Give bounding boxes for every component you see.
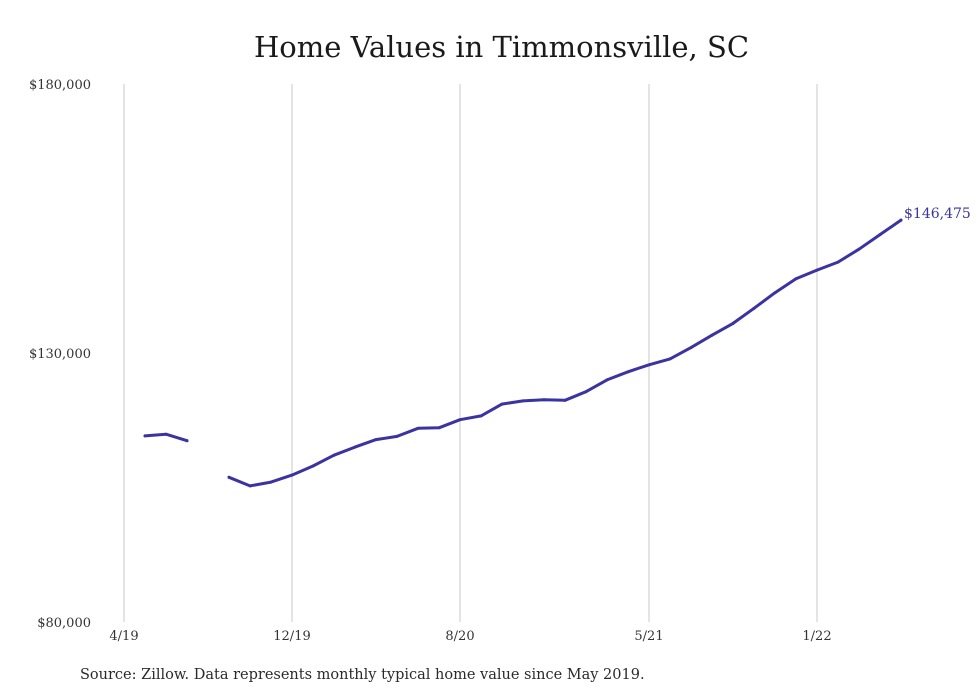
data-point — [752, 306, 756, 310]
data-point — [773, 291, 777, 295]
data-point — [542, 398, 546, 402]
data-point — [731, 321, 735, 325]
data-point — [563, 398, 567, 402]
data-point — [395, 434, 399, 438]
data-point — [164, 432, 168, 436]
series-points — [143, 218, 903, 488]
source-note: Source: Zillow. Data represents monthly … — [80, 667, 645, 683]
x-tick-label: 8/20 — [445, 629, 474, 644]
data-point — [857, 247, 861, 251]
x-tick-label: 1/22 — [802, 629, 831, 644]
y-tick-label: $130,000 — [29, 347, 91, 362]
x-tick-label: 4/19 — [109, 629, 138, 644]
data-point — [185, 439, 189, 443]
series-line — [143, 218, 903, 488]
x-tick-label: 12/19 — [273, 629, 310, 644]
data-point — [311, 464, 315, 468]
data-point — [521, 399, 525, 403]
data-point — [353, 445, 357, 449]
data-point — [710, 333, 714, 337]
data-point — [500, 402, 504, 406]
data-point — [584, 390, 588, 394]
chart-title: Home Values in Timmonsville, SC — [253, 30, 750, 64]
data-point — [878, 233, 882, 237]
data-point — [437, 426, 441, 430]
data-point — [479, 414, 483, 418]
end-value-label: $146,475 — [904, 206, 971, 222]
series-line-segment — [227, 218, 903, 488]
data-point — [290, 473, 294, 477]
y-tick-label: $80,000 — [37, 616, 91, 631]
data-point — [626, 370, 630, 374]
data-point — [332, 453, 336, 457]
data-point — [416, 426, 420, 430]
x-tick-label: 5/21 — [634, 629, 663, 644]
data-point — [836, 260, 840, 264]
y-axis-ticks: $80,000 $130,000 $180,000 — [29, 78, 91, 631]
y-tick-label: $180,000 — [29, 78, 91, 93]
data-point — [815, 268, 819, 272]
data-point — [458, 418, 462, 422]
data-point — [668, 357, 672, 361]
data-point — [605, 378, 609, 382]
data-point — [899, 218, 903, 222]
data-point — [248, 484, 252, 488]
data-point — [647, 363, 651, 367]
data-point — [227, 475, 231, 479]
gridlines — [123, 84, 818, 622]
x-axis-ticks: 4/19 12/19 8/20 5/21 1/22 — [109, 629, 831, 644]
data-point — [269, 480, 273, 484]
data-point — [143, 434, 147, 438]
data-point — [689, 346, 693, 350]
data-point — [374, 438, 378, 442]
data-point — [794, 277, 798, 281]
